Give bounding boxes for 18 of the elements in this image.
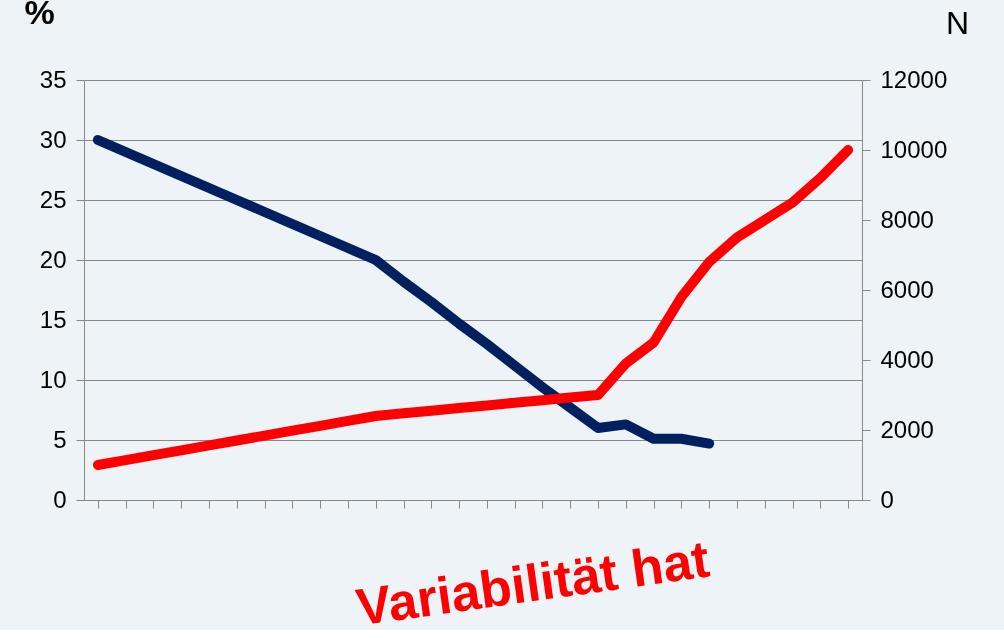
y2-tick-label: 6000 — [880, 275, 934, 303]
y2-tick-label: 4000 — [880, 345, 934, 373]
y-tick-label: 20 — [39, 245, 67, 273]
y2-tick-label: 8000 — [880, 205, 934, 233]
text: Variabilität hat — [352, 529, 713, 637]
y-tick-label: 30 — [39, 125, 67, 153]
y2-tick-label: 2000 — [880, 415, 934, 443]
y-axis-title: % — [24, 0, 55, 31]
y-tick-label: 25 — [39, 185, 67, 213]
y-tick-label: 5 — [53, 425, 67, 453]
y-tick-label: 0 — [53, 485, 67, 513]
y-tick-label: 10 — [39, 365, 67, 393]
y2-axis-title: N — [945, 4, 970, 41]
y2-tick-label: 12000 — [880, 65, 948, 93]
y-tick-label: 15 — [39, 305, 67, 333]
y-tick-label: 35 — [39, 65, 67, 93]
y2-tick-label: 10000 — [880, 135, 948, 163]
y2-tick-label: 0 — [880, 485, 894, 513]
